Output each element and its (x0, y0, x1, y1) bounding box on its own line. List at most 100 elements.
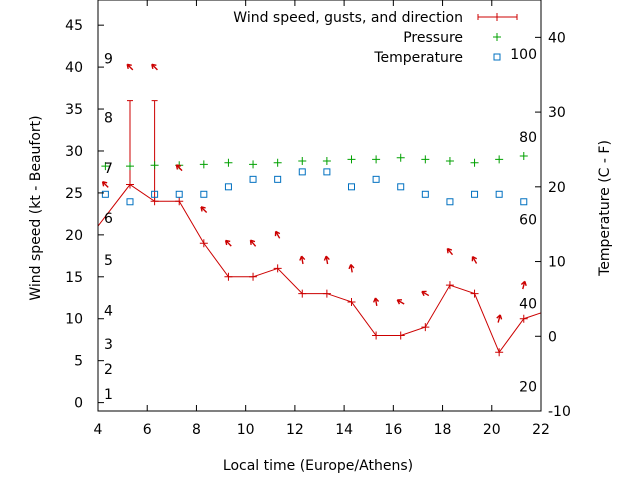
beaufort-label: 4 (104, 303, 113, 319)
wind-direction-arrow (471, 255, 478, 264)
pressure-point (224, 158, 233, 167)
wind-speed-point (249, 272, 258, 281)
y2-axis-label: Temperature (C - F) (597, 140, 613, 277)
pressure-point (322, 157, 331, 166)
legend-swatch (493, 53, 501, 61)
x-tick-label: 18 (434, 422, 452, 438)
legend-swatch (477, 13, 518, 21)
legend-label: Pressure (403, 30, 463, 46)
x-tick-label: 22 (532, 422, 550, 438)
temperature-point (224, 183, 232, 191)
y2-tick-label: 20 (548, 180, 566, 196)
pressure-point (249, 160, 258, 169)
temperature-point (397, 183, 405, 191)
gust-bar (126, 100, 133, 185)
wind-speed-point (445, 281, 454, 290)
plot-frame (97, 0, 542, 412)
temperature-point (520, 198, 528, 206)
wind-direction-arrow (348, 264, 355, 273)
wind-speed-point (470, 289, 479, 298)
temperature-point (471, 190, 479, 198)
temperature-point (372, 175, 380, 183)
x-tick-label: 12 (286, 422, 304, 438)
y-tick-label: 10 (65, 312, 83, 328)
x-axis-label: Local time (Europe/Athens) (223, 458, 413, 474)
x-tick-label: 8 (192, 422, 201, 438)
temperature-point (200, 190, 208, 198)
y2-tick-label: 40 (548, 30, 566, 46)
wind-direction-arrow (224, 239, 232, 247)
temperature-point (446, 198, 454, 206)
y-tick-label: 15 (65, 270, 83, 286)
x-tick-label: 4 (94, 422, 103, 438)
wind-direction-arrow (299, 255, 306, 265)
wind-direction-arrow (126, 63, 134, 71)
beaufort-label: 6 (104, 211, 113, 227)
y-tick-label: 45 (65, 18, 83, 34)
temperature-point (347, 183, 355, 191)
wind-direction-arrow (520, 280, 527, 290)
x-tick-label: 6 (143, 422, 152, 438)
wind-speed-point (396, 331, 405, 340)
pressure-point (298, 157, 307, 166)
temperature-point (101, 190, 109, 198)
wind-direction-arrow (151, 63, 158, 71)
wind-direction-arrow (249, 239, 257, 247)
temperature-point (249, 175, 257, 183)
pressure-point (445, 157, 454, 166)
fahrenheit-label: 20 (519, 379, 537, 395)
beaufort-label: 9 (104, 52, 113, 68)
temperature-point (298, 168, 306, 176)
wind-speed-point (347, 297, 356, 306)
wind-speed-point (224, 272, 233, 281)
pressure-point (372, 155, 381, 164)
temperature-point (421, 190, 429, 198)
beaufort-label: 8 (104, 110, 113, 126)
y-tick-label: 35 (65, 102, 83, 118)
pressure-point (199, 160, 208, 169)
legend: Wind speed, gusts, and direction Pressure… (233, 10, 518, 66)
legend-swatch (493, 33, 501, 41)
pressure-point (273, 158, 282, 167)
temperature-point (175, 190, 183, 198)
wind-speed-point (273, 264, 282, 273)
x-tick-label: 14 (335, 422, 353, 438)
wind-direction-arrow (446, 247, 454, 256)
fahrenheit-label: 40 (519, 296, 537, 312)
beaufort-label: 7 (104, 161, 113, 177)
temperature-point (274, 175, 282, 183)
temperature-point (151, 190, 159, 198)
pressure-point (495, 155, 504, 164)
wind-speed-point (175, 197, 184, 206)
x-tick-label: 16 (384, 422, 402, 438)
x-tick-label: 10 (237, 422, 255, 438)
wind-speed-point (495, 348, 504, 357)
pressure-point (470, 158, 479, 167)
wind-direction-arrow (421, 290, 430, 297)
wind-speed-point (199, 239, 208, 248)
y-axis-label: Wind speed (kt - Beaufort) (28, 115, 44, 300)
wind-speed-point (372, 331, 381, 340)
temperature-point (126, 198, 134, 206)
pressure-point (519, 152, 528, 161)
beaufort-label: 1 (104, 387, 113, 403)
y-tick-label: 40 (65, 60, 83, 76)
y-tick-label: 20 (65, 228, 83, 244)
pressure-point (396, 153, 405, 162)
gust-bar (151, 100, 158, 202)
pressure-point (421, 155, 430, 164)
y2-tick-label: 10 (548, 255, 566, 271)
y2-tick-label: 0 (548, 329, 557, 345)
pressure-point (150, 161, 159, 170)
wind-direction-arrow (175, 164, 183, 172)
temperature-point (323, 168, 331, 176)
wind-direction-arrow (323, 255, 330, 265)
wind-direction-arrow (101, 181, 109, 188)
wind-direction-arrow (396, 299, 405, 305)
wind-direction-arrow (274, 230, 281, 239)
beaufort-label: 3 (104, 337, 113, 353)
fahrenheit-label: 100 (510, 47, 537, 63)
y-tick-label: 5 (74, 354, 83, 370)
